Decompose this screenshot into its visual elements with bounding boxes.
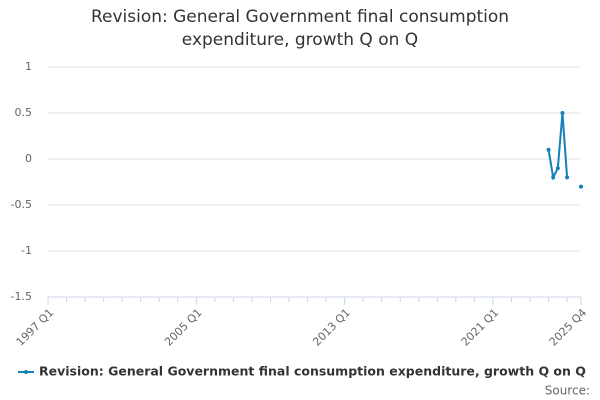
x-tick-label: 1997 Q1 — [14, 306, 57, 349]
point — [546, 147, 551, 152]
y-tick-label: -1.5 — [11, 290, 32, 303]
point — [551, 175, 556, 180]
y-tick-label: -0.5 — [11, 198, 32, 211]
x-tick-label: 2021 Q1 — [459, 306, 502, 349]
source: Source: — [545, 384, 590, 398]
point — [579, 184, 583, 189]
x-tick-label: 2025 Q4 — [547, 306, 590, 349]
legend-marker — [24, 370, 28, 374]
point — [560, 111, 565, 115]
y-tick-label: 1 — [25, 60, 32, 73]
point — [555, 166, 560, 171]
y-tick-label: 0.5 — [15, 106, 33, 119]
x-tick-label: 2013 Q1 — [310, 306, 353, 349]
chart-title: Revision: General Government final consu… — [90, 7, 510, 50]
point — [565, 175, 570, 180]
y-tick-label: -1 — [21, 244, 32, 257]
x-tick-label: 2005 Q1 — [162, 306, 205, 349]
y-tick-label: 0 — [25, 152, 32, 165]
legend-label: Revision: General Government final consu… — [39, 364, 586, 379]
